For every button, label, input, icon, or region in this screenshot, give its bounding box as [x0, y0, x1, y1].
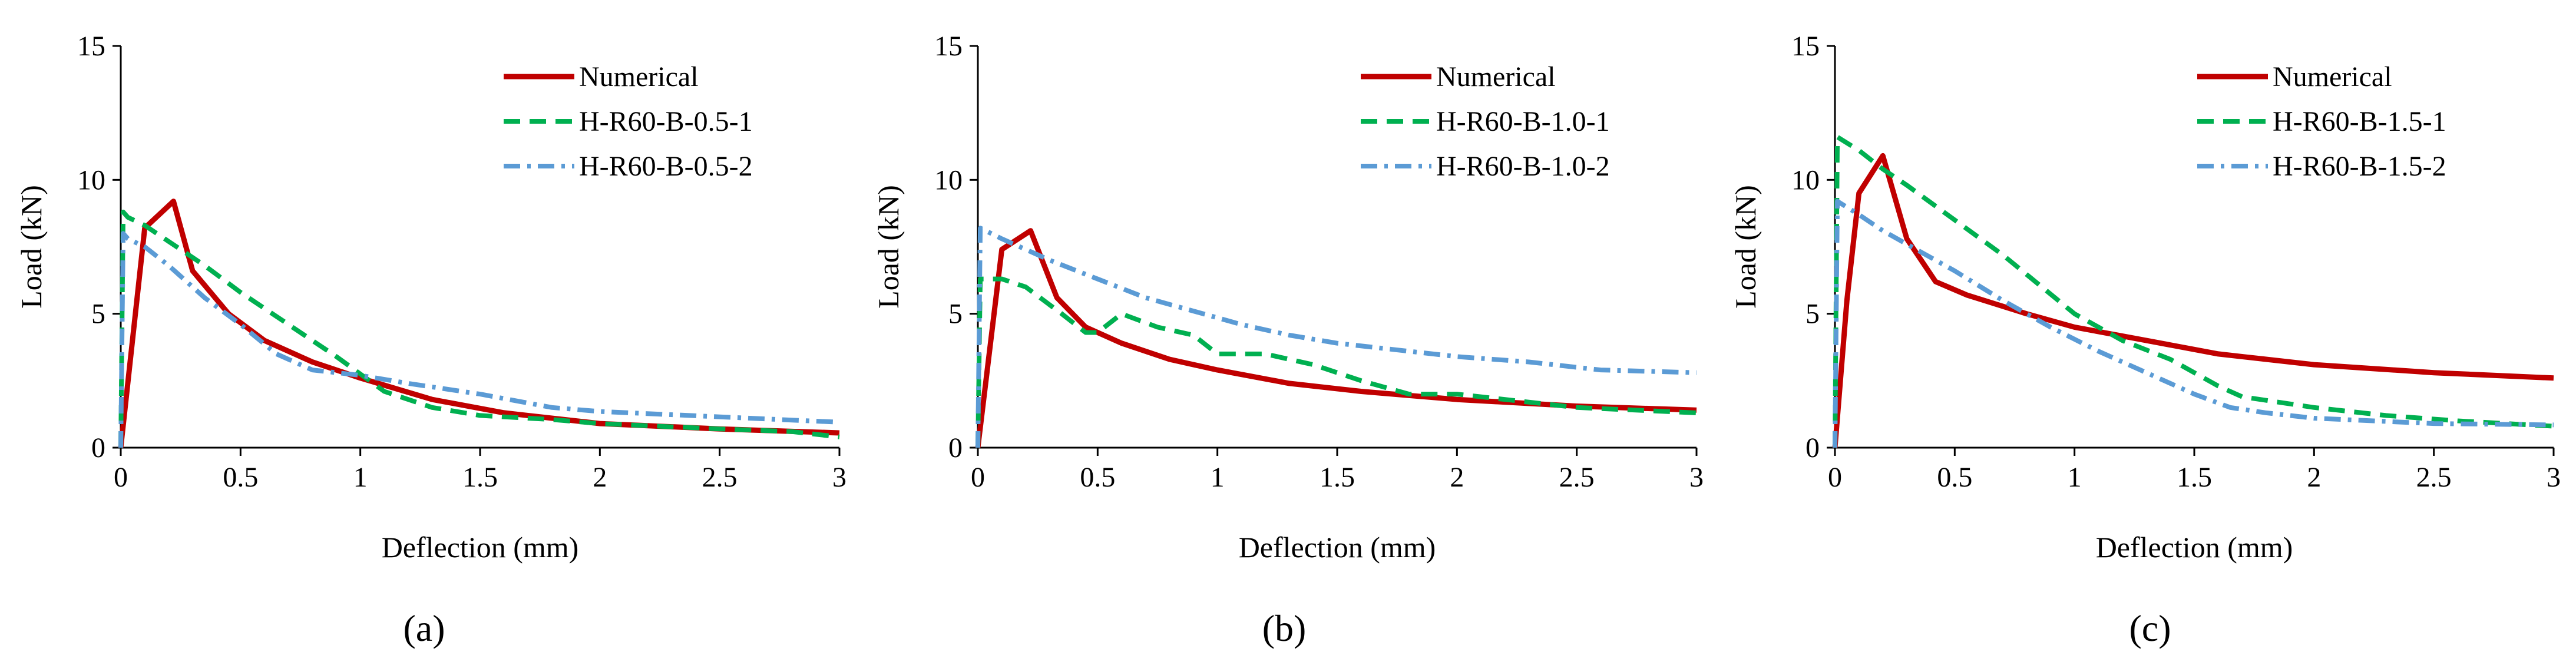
legend-label: H-R60-B-0.5-1	[579, 106, 753, 137]
series-line-2	[118, 209, 840, 448]
series-line-3	[975, 226, 1697, 448]
legend-label: H-R60-B-1.5-1	[2273, 106, 2446, 137]
x-tick-label: 2	[593, 462, 607, 493]
y-tick-label: 10	[934, 164, 963, 196]
x-tick-label: 0	[971, 462, 985, 493]
y-tick-label: 5	[1805, 299, 1820, 330]
y-tick-label: 0	[1805, 432, 1820, 464]
x-tick-label: 1.5	[462, 462, 498, 493]
legend: Numerical H-R60-B-0.5-1 H-R60-B-0.5-2	[504, 61, 753, 182]
x-tick-label: 3	[2547, 462, 2561, 493]
x-tick-label: 0.5	[223, 462, 258, 493]
series-line-1	[118, 198, 840, 448]
panel-label: (a)	[403, 607, 445, 649]
x-tick-label: 3	[832, 462, 846, 493]
y-axis-title: Load (kN)	[872, 185, 905, 309]
y-tick-label: 0	[91, 432, 105, 464]
y-tick-label: 15	[77, 31, 105, 62]
series-line-3	[1833, 198, 2554, 448]
x-tick-label: 0	[114, 462, 128, 493]
x-tick-label: 2	[2307, 462, 2321, 493]
x-tick-label: 0.5	[1080, 462, 1115, 493]
x-axis-title: Deflection (mm)	[1239, 531, 1436, 564]
y-tick-label: 15	[1791, 31, 1820, 62]
x-tick-label: 1	[1211, 462, 1225, 493]
x-tick-label: 0.5	[1937, 462, 1972, 493]
series-line-1	[1832, 153, 2554, 448]
y-tick-label: 5	[91, 299, 105, 330]
series-line-2	[975, 276, 1697, 448]
x-tick-label: 1.5	[1320, 462, 1355, 493]
legend-label: Numerical	[579, 61, 699, 92]
x-tick-label: 1	[2068, 462, 2082, 493]
legend: Numerical H-R60-B-1.0-1 H-R60-B-1.0-2	[1361, 61, 1610, 182]
y-tick-label: 10	[1791, 164, 1820, 196]
y-tick-label: 15	[934, 31, 963, 62]
x-axis-title: Deflection (mm)	[2096, 531, 2293, 564]
legend-label: H-R60-B-0.5-2	[579, 151, 753, 182]
y-axis-title: Load (kN)	[1729, 185, 1762, 309]
x-tick-label: 2	[1450, 462, 1464, 493]
x-tick-label: 1.5	[2177, 462, 2212, 493]
panel-label: (c)	[2129, 607, 2171, 649]
legend: Numerical H-R60-B-1.5-1 H-R60-B-1.5-2	[2197, 61, 2446, 182]
panel-label: (b)	[1262, 607, 1307, 649]
chart-panel-1: 0 5 10 15 0 0.5 1 1.5 2 2.5 3 Deflection (mm) Load (…	[15, 31, 846, 649]
x-tick-label: 0	[1828, 462, 1842, 493]
y-axis-title: Load (kN)	[15, 185, 48, 309]
chart-panel-2: 0 5 10 15 0 0.5 1 1.5 2 2.5 3 Deflection (mm) Load (…	[872, 31, 1704, 649]
chart-panel-3: 0 5 10 15 0 0.5 1 1.5 2 2.5 3 Deflection (mm) Load (…	[1729, 31, 2561, 649]
series-line-2	[1833, 134, 2554, 448]
legend-label: H-R60-B-1.0-1	[1436, 106, 1610, 137]
y-tick-label: 0	[948, 432, 963, 464]
x-tick-label: 1	[353, 462, 368, 493]
series-line-1	[975, 228, 1697, 448]
y-tick-label: 5	[948, 299, 963, 330]
legend-label: H-R60-B-1.0-2	[1436, 151, 1610, 182]
legend-label: Numerical	[1436, 61, 1556, 92]
legend-label: H-R60-B-1.5-2	[2273, 151, 2446, 182]
x-tick-label: 2.5	[1559, 462, 1595, 493]
x-tick-label: 2.5	[2416, 462, 2452, 493]
x-tick-label: 2.5	[702, 462, 738, 493]
x-tick-label: 3	[1689, 462, 1704, 493]
y-tick-label: 10	[77, 164, 105, 196]
series-line-3	[118, 231, 840, 448]
legend-label: Numerical	[2273, 61, 2392, 92]
x-axis-title: Deflection (mm)	[382, 531, 579, 564]
